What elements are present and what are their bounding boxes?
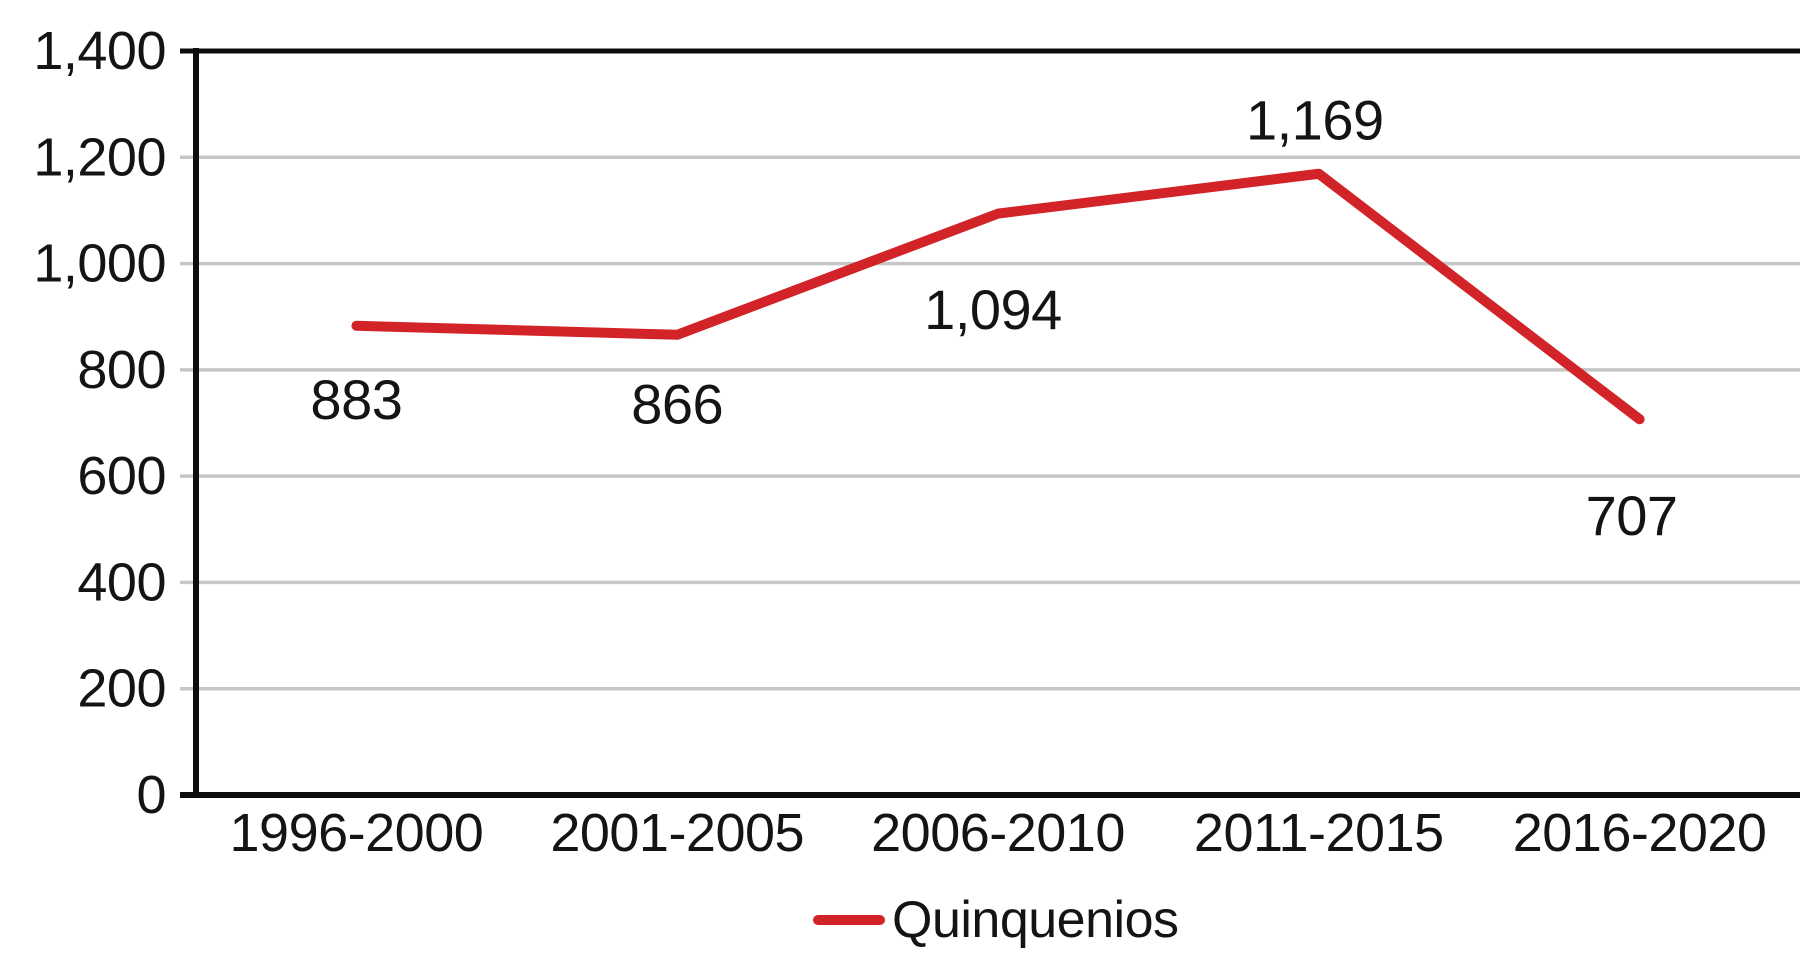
data-label: 1,094 — [924, 278, 1062, 341]
x-tick-label: 2016-2020 — [1513, 803, 1767, 863]
data-label: 707 — [1586, 484, 1678, 547]
data-label: 866 — [631, 372, 723, 435]
x-tick-label: 1996-2000 — [230, 803, 484, 863]
y-tick-label: 400 — [77, 552, 166, 612]
data-label: 883 — [310, 368, 402, 431]
y-tick-label: 0 — [136, 765, 166, 825]
legend-label: Quinquenios — [892, 891, 1179, 949]
y-tick-label: 200 — [77, 659, 166, 719]
x-tick-label: 2011-2015 — [1194, 803, 1444, 863]
y-tick-label: 1,200 — [33, 127, 166, 187]
data-line — [351, 168, 1645, 425]
y-tick-label: 1,000 — [33, 234, 166, 294]
x-tick-label: 2001-2005 — [550, 803, 804, 863]
y-tick-label: 1,400 — [33, 21, 166, 81]
data-label: 1,169 — [1246, 88, 1384, 151]
x-tick-label: 2006-2010 — [871, 803, 1125, 863]
y-tick-label: 600 — [77, 446, 166, 506]
y-tick-label: 800 — [77, 340, 166, 400]
